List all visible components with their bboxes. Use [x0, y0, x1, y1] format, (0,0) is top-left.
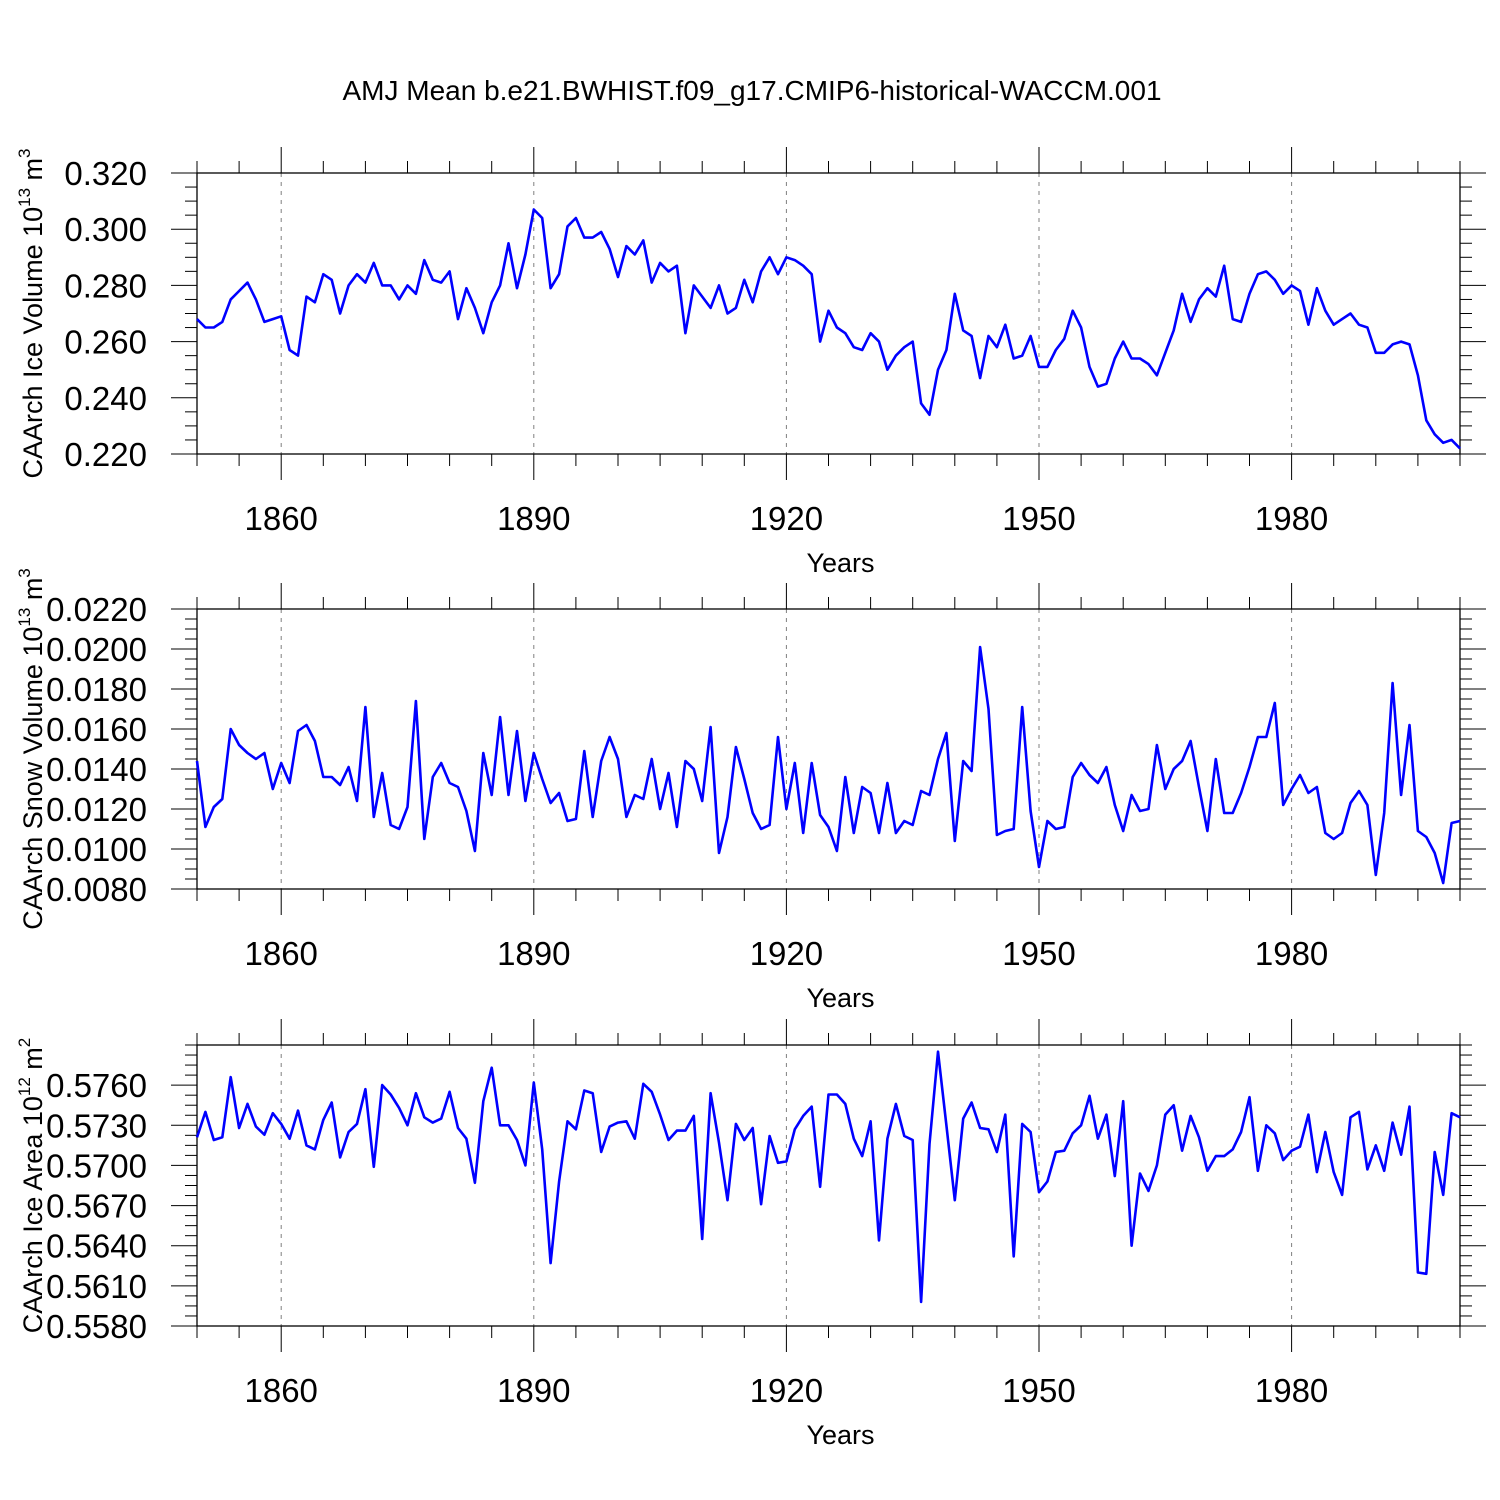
x-tick-label: 1890: [497, 500, 570, 537]
y-tick-label: 0.280: [64, 267, 147, 304]
y-tick-label: 0.0220: [46, 591, 147, 628]
y-tick-label: 0.0120: [46, 791, 147, 828]
chart-panel-2: 0.00800.01000.01200.01400.01600.01800.02…: [15, 568, 1486, 1013]
plot-frame: [196, 1044, 1461, 1327]
x-tick-label: 1980: [1255, 935, 1328, 972]
x-axis-label: Years: [806, 548, 874, 578]
x-tick-label: 1950: [1002, 935, 1075, 972]
y-tick-label: 0.5730: [46, 1107, 147, 1144]
y-tick-label: 0.5700: [46, 1147, 147, 1184]
x-tick-label: 1920: [750, 935, 823, 972]
y-tick-label: 0.260: [64, 324, 147, 361]
y-tick-label: 0.0200: [46, 631, 147, 668]
series-line: [196, 208, 1461, 450]
y-tick-label: 0.320: [64, 155, 147, 192]
series-line: [195, 1050, 1461, 1304]
y-tick-label: 0.5670: [46, 1188, 147, 1225]
x-axis-label: Years: [806, 1420, 874, 1450]
series-line: [195, 645, 1461, 885]
x-axis-label: Years: [806, 983, 874, 1013]
x-tick-label: 1860: [244, 935, 317, 972]
x-tick-label: 1980: [1255, 1372, 1328, 1409]
y-tick-label: 0.220: [64, 436, 147, 473]
y-tick-label: 0.0140: [46, 751, 147, 788]
y-tick-label: 0.0100: [46, 831, 147, 868]
y-tick-label: 0.5640: [46, 1228, 147, 1265]
x-tick-label: 1950: [1002, 1372, 1075, 1409]
x-tick-label: 1980: [1255, 500, 1328, 537]
y-tick-label: 0.5610: [46, 1268, 147, 1305]
chart-panel-1: 0.220 0.240 0.260 0.280 0.300 0.320 1860 1890 19…: [15, 147, 1486, 578]
y-tick-label: 0.300: [64, 211, 147, 248]
y-tick-label: 0.240: [64, 380, 147, 417]
x-tick-label: 1860: [244, 1372, 317, 1409]
x-tick-label: 1950: [1002, 500, 1075, 537]
panels: 0.220 0.240 0.260 0.280 0.300 0.320 1860 1890 19…: [15, 147, 1486, 1450]
y-axis-label: CAArch Snow Volume 1013 m3: [15, 568, 48, 930]
y-tick-label: 0.0080: [46, 871, 147, 908]
chart-title: AMJ Mean b.e21.BWHIST.f09_g17.CMIP6-hist…: [342, 75, 1161, 106]
x-tick-label: 1890: [497, 935, 570, 972]
y-tick-label: 0.0160: [46, 711, 147, 748]
y-tick-label: 0.0180: [46, 671, 147, 708]
y-axis-label: CAArch Ice Volume 1013 m3: [15, 148, 48, 478]
y-tick-label: 0.5760: [46, 1067, 147, 1104]
x-tick-label: 1860: [244, 500, 317, 537]
x-tick-label: 1920: [750, 1372, 823, 1409]
y-axis-label: CAArch Ice Area 1012 m2: [15, 1038, 48, 1334]
x-tick-label: 1920: [750, 500, 823, 537]
y-tick-label: 0.5580: [46, 1308, 147, 1345]
x-tick-label: 1890: [497, 1372, 570, 1409]
plot-frame: [196, 608, 1461, 890]
